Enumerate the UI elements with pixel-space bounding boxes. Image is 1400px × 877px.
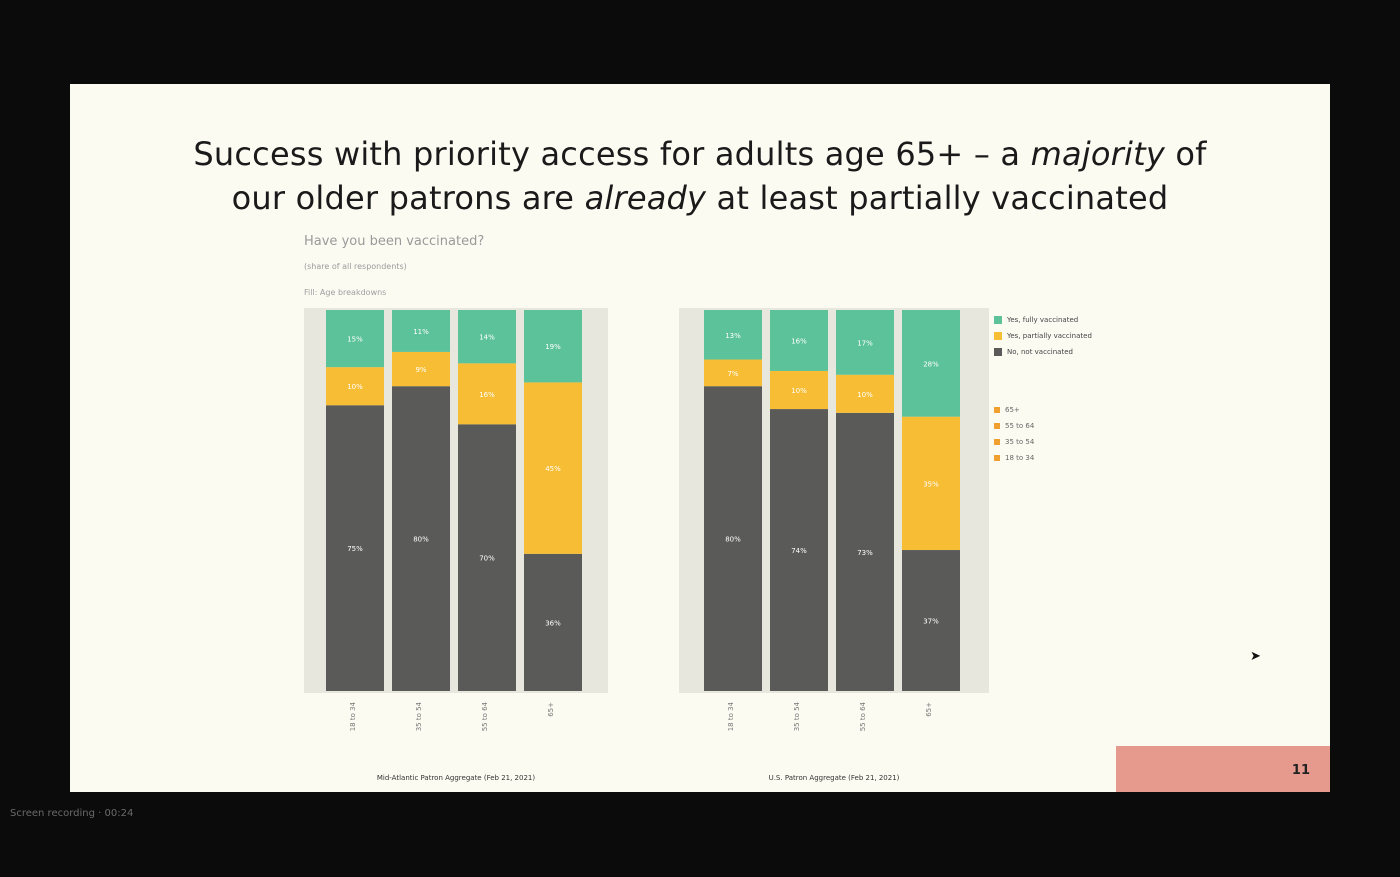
legend-swatch xyxy=(994,348,1002,356)
group-label: Mid-Atlantic Patron Aggregate (Feb 21, 2… xyxy=(377,774,535,782)
bar-data-label: 80% xyxy=(413,536,429,544)
bar-segment xyxy=(326,310,384,368)
title-text: of xyxy=(1164,135,1207,173)
bar-data-label: 7% xyxy=(727,370,738,378)
bar-segment xyxy=(704,386,762,691)
page-number-box: 11 xyxy=(1116,746,1330,792)
bar-data-label: 19% xyxy=(545,343,561,351)
slide: Success with priority access for adults … xyxy=(70,84,1330,792)
legend-swatch xyxy=(994,332,1002,340)
legend-label: Yes, partially vaccinated xyxy=(1007,332,1092,340)
title-emphasis: majority xyxy=(1030,135,1165,173)
bar-data-label: 10% xyxy=(791,387,807,395)
x-tick-label: 35 to 54 xyxy=(415,701,423,731)
legend-item: Yes, partially vaccinated xyxy=(994,328,1092,344)
bar-segment xyxy=(704,359,762,387)
bar-data-label: 37% xyxy=(923,618,939,626)
legend-label: No, not vaccinated xyxy=(1007,348,1073,356)
age-legend-item: 55 to 64 xyxy=(994,418,1034,434)
bar-segment xyxy=(392,386,450,691)
bar-data-label: 9% xyxy=(415,366,426,374)
legend-label: 18 to 34 xyxy=(1005,454,1035,462)
bar-segment xyxy=(524,553,582,691)
x-tick-label: 55 to 64 xyxy=(481,701,489,731)
age-legend-item: 18 to 34 xyxy=(994,450,1034,466)
age-legend: 65+ 55 to 64 35 to 54 18 to 34 xyxy=(994,402,1034,466)
title-text: at least partially vaccinated xyxy=(706,179,1169,217)
legend-swatch xyxy=(994,316,1002,324)
bar-segment xyxy=(902,416,960,551)
legend-swatch xyxy=(994,423,1000,429)
legend-label: Yes, fully vaccinated xyxy=(1007,316,1079,324)
bar-segment xyxy=(836,310,894,375)
legend-swatch xyxy=(994,439,1000,445)
title-line-2: our older patrons are already at least p… xyxy=(70,176,1330,220)
bar-segment xyxy=(458,363,516,425)
bar-data-label: 11% xyxy=(413,328,429,336)
bar-data-label: 35% xyxy=(923,480,939,488)
bar-segment xyxy=(458,310,516,364)
bar-data-label: 45% xyxy=(545,465,561,473)
bar-segment xyxy=(836,412,894,691)
bar-data-label: 28% xyxy=(923,360,939,368)
bar-data-label: 36% xyxy=(545,619,561,627)
bar-data-label: 10% xyxy=(857,391,873,399)
legend-label: 65+ xyxy=(1005,406,1020,414)
legend-label: 35 to 54 xyxy=(1005,438,1035,446)
page-number: 11 xyxy=(1291,763,1310,778)
bar-segment xyxy=(902,310,960,417)
bar-data-label: 16% xyxy=(479,391,495,399)
bar-data-label: 14% xyxy=(479,334,495,342)
bar-data-label: 75% xyxy=(347,545,363,553)
bar-data-label: 70% xyxy=(479,555,495,563)
x-tick-label: 65+ xyxy=(547,702,555,717)
mouse-cursor-icon: ➤ xyxy=(1250,649,1261,664)
bar-segment xyxy=(524,382,582,554)
legend-swatch xyxy=(994,455,1000,461)
title-text: Success with priority access for adults … xyxy=(193,135,1031,173)
bar-segment xyxy=(524,310,582,383)
legend-item: Yes, fully vaccinated xyxy=(994,312,1092,328)
stacked-bar-chart: 75% 10% 15% 18 to 34 80% 9% 11% 35 to 54 70% 16% 1… xyxy=(304,308,989,782)
legend: Yes, fully vaccinated Yes, partially vacc… xyxy=(994,312,1092,360)
x-tick-label: 18 to 34 xyxy=(727,701,735,731)
title-line-1: Success with priority access for adults … xyxy=(70,132,1330,176)
bar-segment xyxy=(326,405,384,691)
bar-data-label: 10% xyxy=(347,383,363,391)
bar-data-label: 15% xyxy=(347,336,363,344)
title-text: our older patrons are xyxy=(231,179,585,217)
chart-note: Fill: Age breakdowns xyxy=(304,288,387,297)
bar-segment xyxy=(902,550,960,691)
bar-segment xyxy=(704,310,762,360)
legend-item: No, not vaccinated xyxy=(994,344,1092,360)
x-tick-label: 18 to 34 xyxy=(349,701,357,731)
x-tick-label: 65+ xyxy=(925,702,933,717)
chart-title: Have you been vaccinated? xyxy=(304,234,485,249)
bar-segment xyxy=(392,310,450,352)
group-label: U.S. Patron Aggregate (Feb 21, 2021) xyxy=(769,774,900,782)
footer-caption: Screen recording · 00:24 xyxy=(10,808,134,819)
legend-swatch xyxy=(994,407,1000,413)
title-emphasis: already xyxy=(584,179,707,217)
slide-title: Success with priority access for adults … xyxy=(70,132,1330,220)
bar-segment xyxy=(326,367,384,406)
bar-segment xyxy=(392,351,450,387)
bar-segment xyxy=(770,310,828,371)
bar-data-label: 80% xyxy=(725,536,741,544)
bar-segment xyxy=(770,409,828,691)
age-legend-item: 65+ xyxy=(994,402,1034,418)
bar-data-label: 74% xyxy=(791,547,807,555)
x-tick-label: 55 to 64 xyxy=(859,701,867,731)
age-legend-item: 35 to 54 xyxy=(994,434,1034,450)
bar-segment xyxy=(770,370,828,410)
legend-label: 55 to 64 xyxy=(1005,422,1035,430)
chart-subtitle: (share of all respondents) xyxy=(304,262,407,271)
bar-segment xyxy=(458,424,516,691)
bar-data-label: 17% xyxy=(857,339,873,347)
bar-data-label: 13% xyxy=(725,332,741,340)
bar-data-label: 73% xyxy=(857,549,873,557)
x-tick-label: 35 to 54 xyxy=(793,701,801,731)
bar-segment xyxy=(836,374,894,413)
bar-data-label: 16% xyxy=(791,337,807,345)
